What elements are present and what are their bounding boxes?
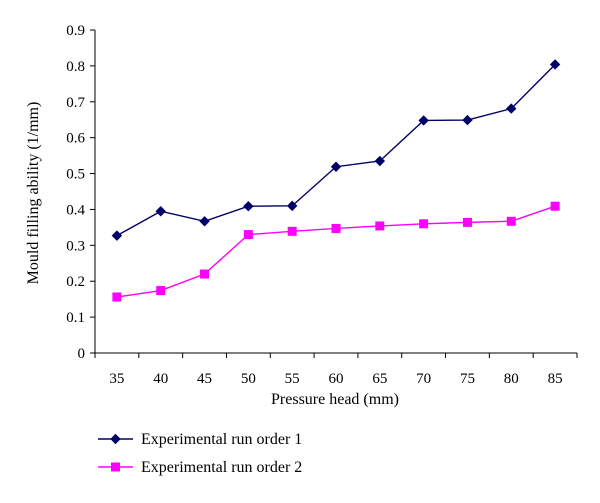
series-line [116,205,556,298]
x-axis-title: Pressure head (mm) [271,391,399,408]
data-point [112,292,122,302]
series-layer [111,59,561,302]
data-point [549,59,561,70]
legend: Experimental run order 1 Experimental run… [98,431,302,476]
y-tick-label: 0.5 [66,167,85,183]
y-tick-label: 0.8 [66,59,85,75]
data-point [200,269,210,279]
data-point [375,221,385,231]
data-point [462,217,472,227]
data-point [331,223,341,233]
y-tick-label: 0.3 [66,238,85,254]
x-tick-label: 55 [285,371,300,387]
data-point [506,103,517,114]
y-tick-label: 0.2 [66,274,85,290]
data-point [111,230,123,241]
y-axis-title: Mould filling ability (1/mm) [25,102,42,285]
y-tick-label: 0 [78,346,86,362]
data-point [199,216,210,227]
x-tick-label: 85 [548,371,563,387]
x-tick-label: 40 [153,371,168,387]
data-point [550,201,560,211]
data-point [374,155,386,167]
legend-marker [111,462,120,472]
data-point [506,216,516,226]
legend-marker [110,433,121,445]
ticks-layer: 0 0.1 0.2 0.3 0.4 0.5 0.6 0.7 0.8 0.9 35 40 45 50 55 60… [66,23,578,387]
axes-layer [94,30,577,354]
data-point [243,230,253,240]
x-tick-label: 35 [109,371,124,387]
data-point [286,200,298,212]
data-point [243,201,254,212]
x-tick-label: 45 [197,371,212,387]
x-tick-label: 70 [416,371,431,387]
y-tick-label: 0.6 [66,131,85,147]
y-tick-label: 0.9 [66,23,85,39]
x-tick-label: 65 [372,371,387,387]
data-point [156,286,166,296]
series-2 [112,201,560,302]
x-tick-label: 75 [460,371,475,387]
data-point [330,161,342,172]
legend-item-2: Experimental run order 2 [98,459,302,476]
legend-label: Experimental run order 2 [141,459,302,476]
x-tick-label: 50 [241,371,256,387]
x-tick-label: 80 [504,371,519,387]
x-tick-label: 60 [329,371,344,387]
y-tick-label: 0.7 [66,95,85,111]
series-line [116,63,556,237]
data-point [462,114,473,126]
data-point [419,219,429,229]
series-1 [111,59,561,241]
y-tick-label: 0.1 [66,310,85,326]
legend-label: Experimental run order 1 [141,431,302,448]
data-point [155,206,166,217]
legend-item-1: Experimental run order 1 [98,431,302,448]
data-point [418,115,429,126]
data-point [287,226,297,236]
y-tick-label: 0.4 [66,202,85,218]
